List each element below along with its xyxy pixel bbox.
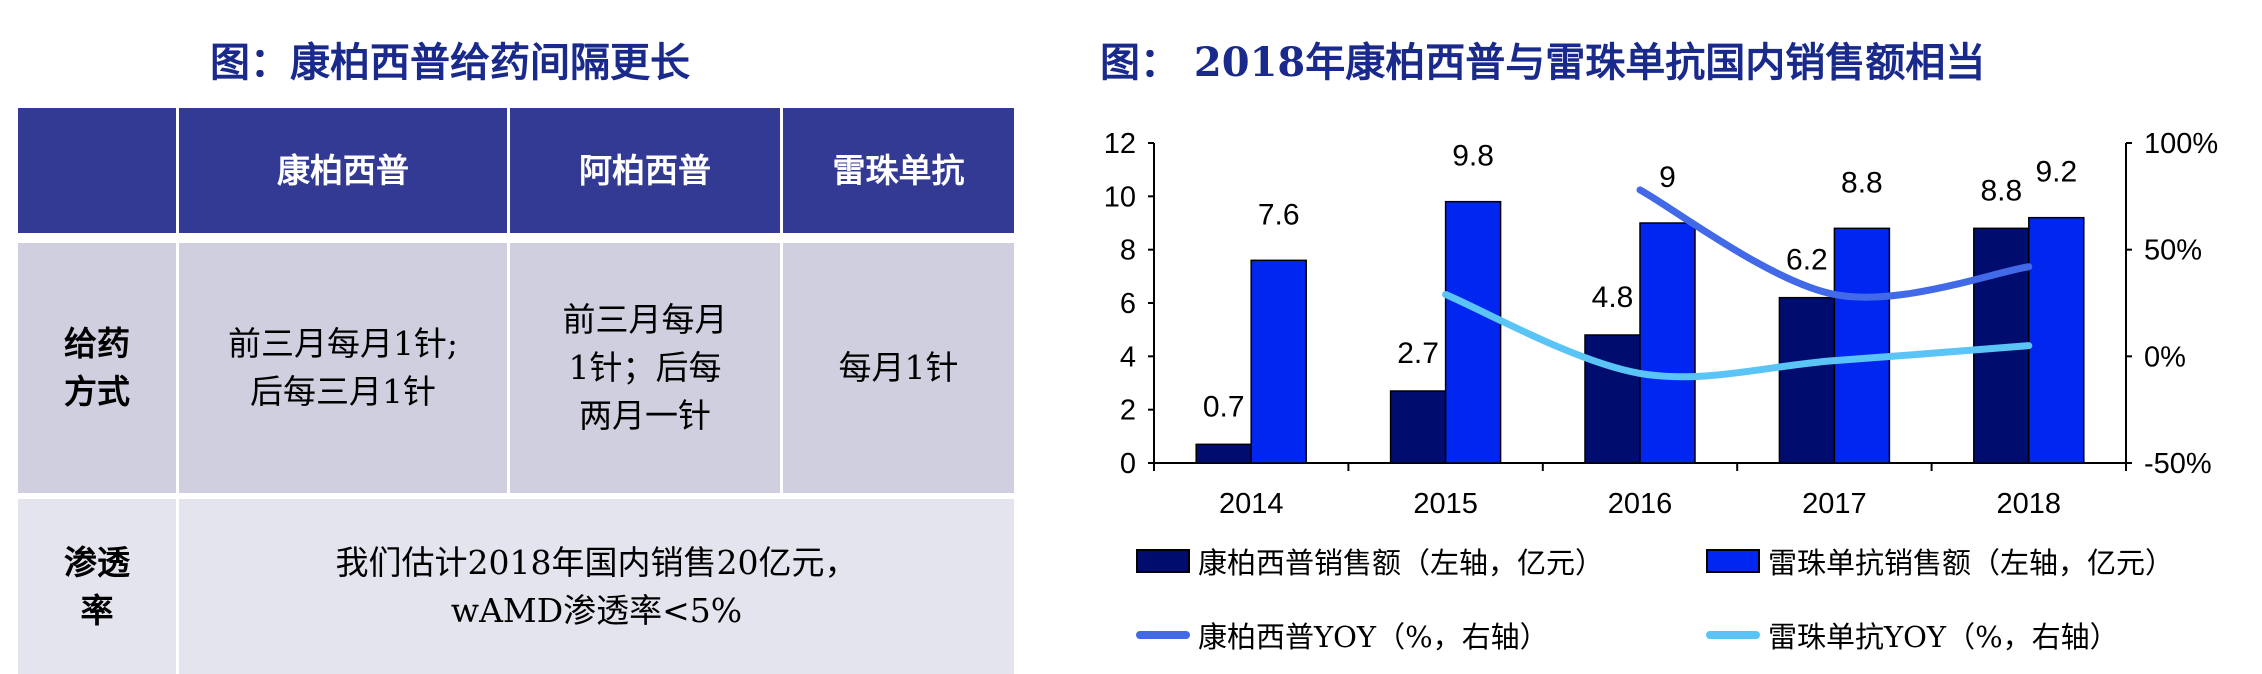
right-figure-title: 图： 2018年康柏西普与雷珠单抗国内销售额相当: [1100, 39, 1986, 86]
bar-conbercept: [1195, 443, 1252, 464]
header-cell-empty: [18, 108, 176, 243]
bar-data-label: 8.8: [1980, 174, 2022, 207]
bar-conbercept: [1389, 390, 1447, 464]
right-tick-label: 50%: [2144, 235, 2202, 267]
bar-data-label: 6.2: [1786, 244, 1828, 277]
left-tick-label: 2: [1120, 395, 1136, 427]
left-tick-label: 12: [1104, 128, 1136, 160]
table-row: 给药 方式 前三月每月1针; 后每三月1针 前三月每月 1针；后每 两月一针 每…: [18, 243, 1014, 499]
legend-swatch-dark-navy-icon: [1136, 549, 1190, 573]
left-tick-label: 8: [1120, 235, 1136, 267]
legend-line-light-blue-icon: [1706, 631, 1760, 639]
bar-ranibizumab: [1444, 200, 1502, 464]
legend-label: 雷珠单抗YOY（%，右轴）: [1768, 620, 2119, 654]
right-tick-label: 100%: [2144, 128, 2218, 160]
legend-label: 康柏西普YOY（%，右轴）: [1198, 620, 1549, 654]
right-tick-label: 0%: [2144, 341, 2186, 373]
row-label-dosing: 给药 方式: [18, 243, 176, 499]
bar-data-label: 0.7: [1203, 390, 1245, 423]
left-tick-label: 4: [1120, 341, 1136, 373]
legend-item-conbercept-yoy: 康柏西普YOY（%，右轴）: [1136, 614, 1549, 656]
left-figure-title: 图：康柏西普给药间隔更长: [210, 39, 690, 86]
header-cell-aflibercept: 阿柏西普: [510, 108, 780, 243]
bar-conbercept: [1584, 334, 1641, 464]
bar-conbercept: [1778, 296, 1836, 464]
header-cell-ranibizumab: 雷珠单抗: [783, 108, 1014, 243]
bar-data-label: 9.8: [1452, 140, 1494, 173]
right-tick-label: -50%: [2144, 448, 2212, 480]
sales-chart: 0 2 4 6 8 10 12 -50% 0% 50% 100% 2014 2015 2016 2017 20…: [1104, 128, 2218, 520]
legend-line-royal-blue-icon: [1136, 631, 1190, 639]
x-tick-label: 2015: [1413, 488, 1478, 520]
legend-item-ranibizumab-yoy: 雷珠单抗YOY（%，右轴）: [1706, 614, 2119, 656]
x-tick-label: 2014: [1219, 488, 1284, 520]
bar-data-label: 9.2: [2035, 156, 2077, 189]
legend-item-conbercept-sales: 康柏西普销售额（左轴，亿元）: [1136, 540, 1604, 582]
x-tick-label: 2017: [1802, 488, 1867, 520]
cell-conbercept-dosing: 前三月每月1针; 后每三月1针: [179, 243, 507, 499]
bar-data-label: 9: [1659, 161, 1676, 194]
bar-data-label: 8.8: [1841, 166, 1883, 199]
legend-label: 康柏西普销售额（左轴，亿元）: [1198, 546, 1605, 580]
bar-data-label: 4.8: [1592, 281, 1634, 314]
bar-data-label: 7.6: [1258, 198, 1300, 231]
bar-ranibizumab: [1833, 227, 1891, 464]
header-cell-conbercept: 康柏西普: [179, 108, 507, 243]
table-row: 渗透 率 我们估计2018年国内销售20亿元， wAMD渗透率<5%: [18, 499, 1014, 674]
legend-swatch-blue-icon: [1706, 549, 1760, 573]
bar-ranibizumab: [2028, 216, 2085, 464]
bar-ranibizumab: [1639, 222, 1696, 464]
x-tick-label: 2018: [1997, 488, 2062, 520]
cell-ranibizumab-dosing: 每月1针: [783, 243, 1014, 499]
row-label-penetration: 渗透 率: [18, 499, 176, 674]
legend-label: 雷珠单抗销售额（左轴，亿元）: [1768, 546, 2175, 580]
bar-ranibizumab: [1250, 259, 1307, 464]
line-conbercept-yoy: [1636, 186, 2033, 301]
table-header-row: 康柏西普 阿柏西普 雷珠单抗: [18, 108, 1014, 243]
legend-item-ranibizumab-sales: 雷珠单抗销售额（左轴，亿元）: [1706, 540, 2174, 582]
bar-data-label: 2.7: [1397, 337, 1439, 370]
line-ranibizumab-yoy: [1442, 290, 2033, 381]
x-tick-label: 2016: [1608, 488, 1673, 520]
left-tick-label: 10: [1104, 181, 1136, 213]
left-tick-label: 6: [1120, 288, 1136, 320]
left-tick-label: 0: [1120, 448, 1136, 480]
cell-penetration-note: 我们估计2018年国内销售20亿元， wAMD渗透率<5%: [179, 499, 1014, 674]
cell-aflibercept-dosing: 前三月每月 1针；后每 两月一针: [510, 243, 780, 499]
dosing-comparison-table: 康柏西普 阿柏西普 雷珠单抗 给药 方式 前三月每月1针; 后每三月1针 前三月…: [15, 108, 1017, 674]
